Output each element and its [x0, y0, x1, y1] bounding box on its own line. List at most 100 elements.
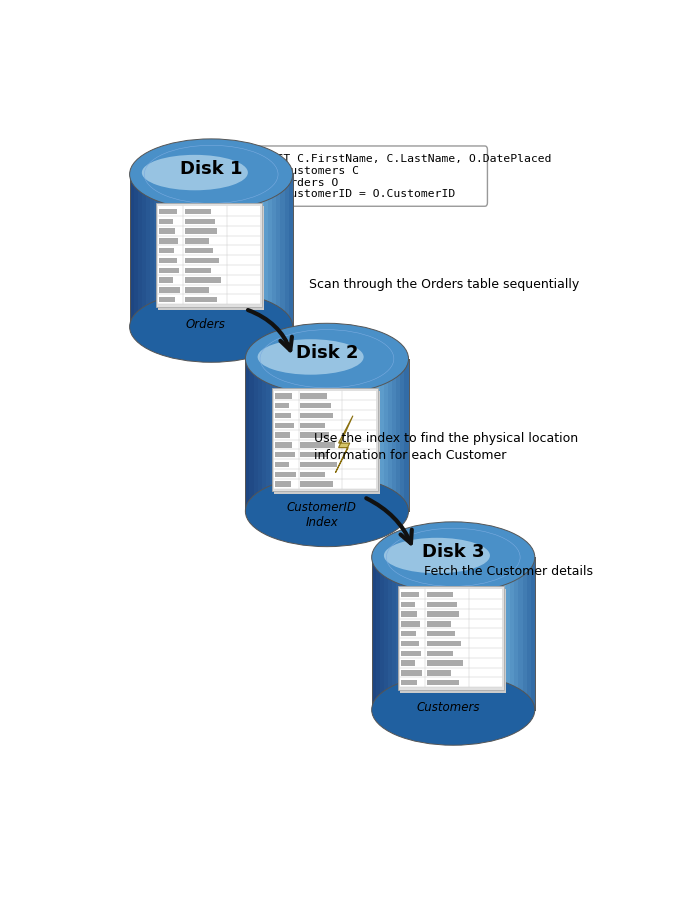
- Polygon shape: [519, 557, 523, 710]
- Polygon shape: [183, 174, 187, 327]
- Polygon shape: [274, 391, 375, 488]
- Polygon shape: [265, 358, 270, 511]
- Polygon shape: [159, 287, 180, 293]
- Polygon shape: [470, 557, 474, 710]
- Polygon shape: [275, 413, 291, 418]
- Polygon shape: [156, 204, 262, 307]
- Polygon shape: [392, 358, 397, 511]
- Polygon shape: [310, 358, 314, 511]
- Polygon shape: [289, 174, 293, 327]
- Polygon shape: [261, 358, 265, 511]
- Polygon shape: [211, 174, 215, 327]
- Polygon shape: [376, 358, 380, 511]
- Polygon shape: [335, 358, 340, 511]
- Polygon shape: [275, 442, 293, 448]
- Polygon shape: [138, 174, 142, 327]
- Polygon shape: [372, 358, 376, 511]
- Polygon shape: [300, 403, 331, 408]
- Polygon shape: [162, 174, 166, 327]
- Polygon shape: [314, 358, 318, 511]
- Polygon shape: [426, 660, 463, 666]
- Text: CustomerID: CustomerID: [287, 500, 356, 514]
- Polygon shape: [511, 557, 515, 710]
- Polygon shape: [300, 452, 327, 458]
- Polygon shape: [360, 358, 364, 511]
- Polygon shape: [185, 258, 219, 263]
- Polygon shape: [375, 557, 380, 710]
- Polygon shape: [223, 174, 227, 327]
- Polygon shape: [244, 174, 248, 327]
- Polygon shape: [474, 557, 478, 710]
- Polygon shape: [523, 557, 527, 710]
- Polygon shape: [249, 358, 253, 511]
- Polygon shape: [426, 641, 461, 647]
- Polygon shape: [286, 358, 290, 511]
- Polygon shape: [185, 228, 217, 234]
- Polygon shape: [306, 358, 310, 511]
- Polygon shape: [388, 557, 392, 710]
- Polygon shape: [352, 358, 356, 511]
- Polygon shape: [340, 358, 344, 511]
- Polygon shape: [426, 680, 459, 685]
- Ellipse shape: [384, 538, 490, 573]
- Polygon shape: [179, 174, 183, 327]
- Polygon shape: [364, 358, 368, 511]
- Polygon shape: [426, 592, 453, 597]
- Polygon shape: [236, 174, 240, 327]
- Polygon shape: [159, 268, 179, 273]
- Polygon shape: [300, 442, 335, 448]
- Polygon shape: [380, 358, 384, 511]
- Polygon shape: [416, 557, 420, 710]
- Polygon shape: [252, 174, 256, 327]
- Polygon shape: [166, 174, 170, 327]
- Polygon shape: [158, 206, 260, 304]
- Polygon shape: [401, 612, 418, 617]
- Polygon shape: [191, 174, 195, 327]
- Ellipse shape: [257, 339, 364, 375]
- Text: SELECT C.FirstName, C.LastName, O.DatePlaced
FROM Customers C
JOIN Orders O
ON C: SELECT C.FirstName, C.LastName, O.DatePl…: [249, 155, 551, 199]
- Polygon shape: [494, 557, 498, 710]
- Ellipse shape: [142, 155, 248, 191]
- Ellipse shape: [130, 291, 293, 362]
- Polygon shape: [426, 670, 451, 675]
- Polygon shape: [248, 174, 252, 327]
- Polygon shape: [215, 174, 219, 327]
- Polygon shape: [398, 587, 504, 690]
- Text: Fetch the Customer details: Fetch the Customer details: [424, 565, 593, 578]
- Polygon shape: [300, 423, 325, 428]
- Polygon shape: [478, 557, 482, 710]
- Polygon shape: [285, 174, 289, 327]
- Polygon shape: [454, 557, 458, 710]
- Polygon shape: [527, 557, 531, 710]
- Polygon shape: [134, 174, 138, 327]
- Polygon shape: [159, 228, 175, 234]
- Polygon shape: [412, 557, 416, 710]
- Text: Scan through the Orders table sequentially: Scan through the Orders table sequential…: [308, 278, 579, 291]
- Polygon shape: [185, 277, 221, 283]
- Polygon shape: [323, 358, 327, 511]
- Polygon shape: [437, 557, 441, 710]
- Polygon shape: [275, 461, 289, 467]
- Ellipse shape: [245, 323, 409, 394]
- Polygon shape: [159, 239, 178, 243]
- Polygon shape: [401, 660, 415, 666]
- Polygon shape: [401, 601, 415, 607]
- Polygon shape: [159, 258, 177, 263]
- Polygon shape: [185, 218, 215, 224]
- Polygon shape: [384, 557, 388, 710]
- Polygon shape: [408, 557, 412, 710]
- Polygon shape: [275, 472, 296, 477]
- Polygon shape: [275, 432, 290, 437]
- Polygon shape: [384, 358, 388, 511]
- Text: Orders: Orders: [186, 319, 226, 332]
- Polygon shape: [187, 174, 191, 327]
- Polygon shape: [276, 174, 280, 327]
- Polygon shape: [275, 403, 289, 408]
- Polygon shape: [458, 557, 462, 710]
- Polygon shape: [275, 393, 293, 399]
- Polygon shape: [175, 174, 179, 327]
- Polygon shape: [371, 557, 375, 710]
- Polygon shape: [433, 557, 437, 710]
- Text: Disk 3: Disk 3: [422, 543, 485, 561]
- Polygon shape: [400, 589, 502, 687]
